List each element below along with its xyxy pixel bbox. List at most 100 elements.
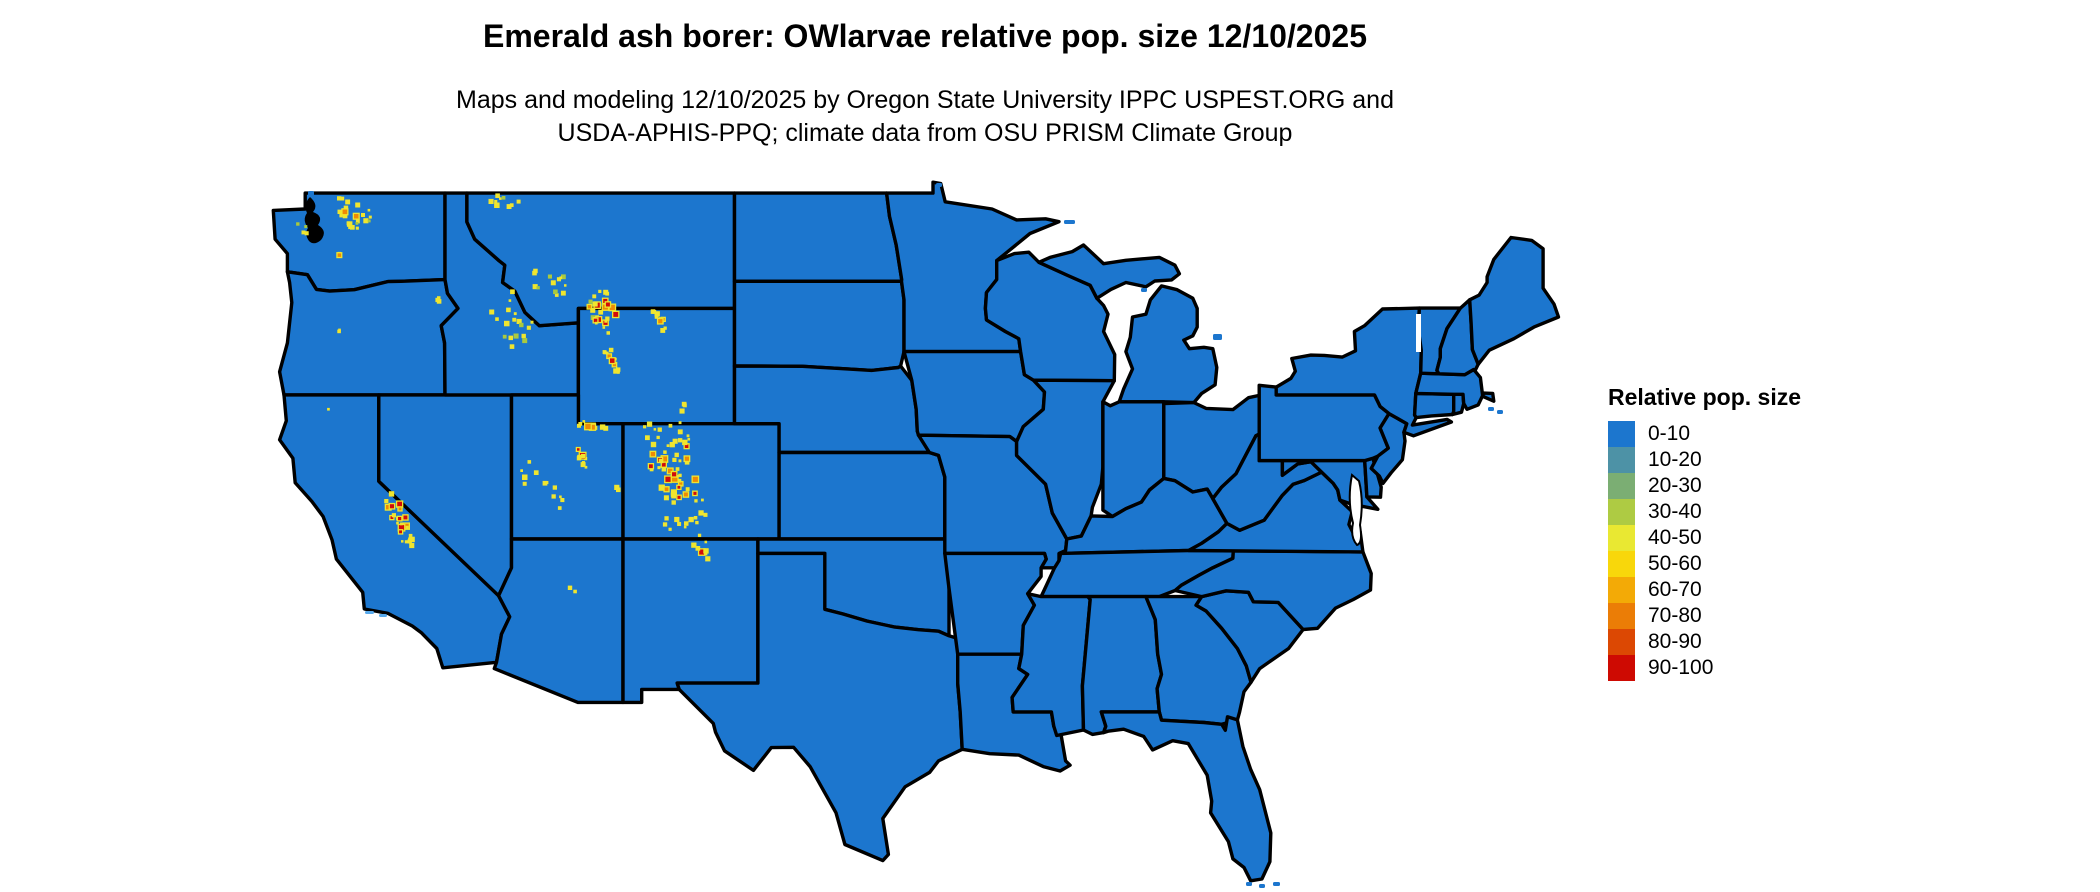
hotspot-cell <box>489 309 495 315</box>
hotspot-cell <box>512 317 517 322</box>
hotspot-cell <box>389 504 394 509</box>
hotspot-cell <box>678 459 682 463</box>
legend-item: 20-30 <box>1603 473 1903 499</box>
hotspot-wasatch-range <box>575 446 588 469</box>
hotspot-cell <box>656 435 660 440</box>
state-shape-miu <box>1037 243 1182 300</box>
hotspot-cell <box>397 501 402 507</box>
channel-island-2-island <box>379 614 387 617</box>
hotspot-cell <box>617 371 620 374</box>
legend-item: 70-80 <box>1603 603 1903 629</box>
hotspot-cell <box>355 202 361 208</box>
hotspot-cell <box>677 485 681 489</box>
hotspot-cell <box>567 585 573 590</box>
hotspot-cell <box>704 552 708 556</box>
hotspot-cell <box>681 401 687 407</box>
hotspot-cell <box>553 289 558 295</box>
state-shape-sd <box>732 279 906 373</box>
hotspot-cell <box>685 487 690 492</box>
hotspot-cell <box>561 274 566 280</box>
hotspot-cell <box>605 316 610 321</box>
hotspot-cell <box>542 480 548 486</box>
hotspot-cell <box>605 351 609 355</box>
state-shape-mil <box>1117 284 1219 405</box>
hotspot-cell <box>688 516 694 523</box>
hotspot-cell <box>354 214 359 219</box>
hotspot-cell <box>337 196 342 201</box>
hotspot-cell <box>581 453 586 458</box>
legend-label: 60-70 <box>1648 578 1702 601</box>
hotspot-cell <box>504 320 510 327</box>
hotspot-cell <box>560 498 565 503</box>
legend-label: 80-90 <box>1648 630 1702 653</box>
hotspot-cell <box>552 485 557 490</box>
hotspot-cell <box>584 465 588 469</box>
legend-swatch <box>1608 447 1635 473</box>
hotspot-cell <box>664 516 669 521</box>
hotspot-cell <box>577 454 582 460</box>
hotspot-cell <box>691 542 697 548</box>
hotspot-sierra-nevada <box>384 491 415 549</box>
hotspot-cell <box>367 219 371 223</box>
legend-label: 0-10 <box>1648 422 1691 445</box>
map-legend: Relative pop. size 0-10 10-20 20-30 30-40 40… <box>1603 384 1903 681</box>
state-shape-fl <box>1099 710 1273 883</box>
hotspot-cell <box>522 338 528 344</box>
legend-label: 20-30 <box>1648 474 1702 497</box>
hotspot-cell <box>304 225 308 229</box>
hotspot-cell <box>530 320 534 324</box>
san-juan-island-island <box>308 191 314 196</box>
legend-item: 80-90 <box>1603 629 1903 655</box>
legend-label: 10-20 <box>1648 448 1702 471</box>
hotspot-cell <box>603 298 608 303</box>
hotspot-bighorn-range <box>650 309 667 333</box>
legend-swatch <box>1608 629 1635 655</box>
hotspot-cell <box>390 516 394 519</box>
hotspot-cell <box>599 424 606 430</box>
hotspot-cell <box>556 277 561 282</box>
figure-subtitle-line1: Maps and modeling 12/10/2025 by Oregon S… <box>456 86 1394 114</box>
state-shape-nd <box>732 191 904 283</box>
hotspots-layer <box>296 193 711 594</box>
legend-swatch <box>1608 473 1635 499</box>
hotspot-cell <box>499 197 502 200</box>
hotspot-cell <box>605 291 610 296</box>
hotspot-cell <box>669 442 675 448</box>
hotspot-cell <box>704 540 708 544</box>
hotspot-cell <box>684 456 689 461</box>
hotspot-cell <box>661 467 666 472</box>
hotspot-cell <box>355 219 360 224</box>
hotspot-cell <box>671 490 677 496</box>
water-details <box>304 197 1421 547</box>
hotspot-cell <box>616 367 621 372</box>
hotspot-cell <box>396 521 399 525</box>
hotspot-cell <box>603 350 607 355</box>
hotspot-cell <box>342 209 348 215</box>
hotspot-cell <box>398 525 405 531</box>
hotspot-cell <box>386 505 391 510</box>
isle-royale-island <box>1064 220 1075 224</box>
hotspot-cell <box>658 458 664 463</box>
hotspot-cell <box>355 226 359 230</box>
hotspot-cell <box>594 321 598 325</box>
hotspot-cell <box>527 460 532 464</box>
hotspot-cell <box>679 482 683 486</box>
hotspot-cell <box>650 441 657 448</box>
legend-item: 0-10 <box>1603 421 1903 447</box>
hotspot-cell <box>403 515 408 520</box>
hotspot-cell <box>590 424 595 430</box>
hotspot-cell <box>551 494 556 499</box>
hotspot-wyoming-colorado-border-speck <box>679 401 687 414</box>
hotspot-cell <box>663 450 667 454</box>
hotspot-cell <box>678 438 683 443</box>
hotspot-cell <box>304 231 309 236</box>
hotspot-cell <box>404 540 408 544</box>
hotspot-cell <box>678 421 682 425</box>
hotspot-cell <box>701 498 704 502</box>
hotspot-cell <box>607 354 611 358</box>
hotspot-cell <box>671 493 677 499</box>
hotspot-cell <box>693 491 697 495</box>
hotspot-cell <box>557 506 562 510</box>
hotspot-cell <box>513 312 517 316</box>
